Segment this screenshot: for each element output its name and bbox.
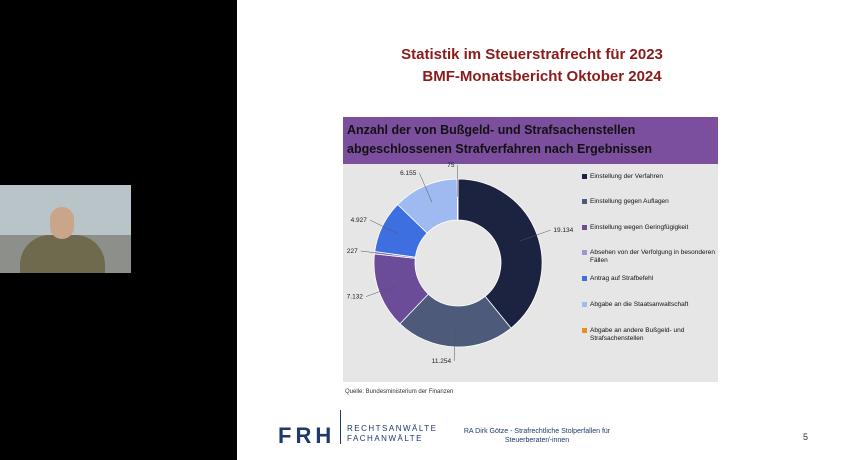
slide-title: BMF-Monatsbericht Oktober 2024 [422, 68, 662, 85]
legend-swatch [582, 250, 587, 255]
donut-segment [457, 178, 543, 329]
legend-swatch [582, 328, 587, 333]
legend-label: Antrag auf Strafbefehl [590, 275, 654, 282]
chart-title: Anzahl der von Bußgeld- und Strafsachens… [343, 117, 718, 164]
data-label: 4.927 [351, 217, 368, 224]
data-label: 75 [447, 162, 455, 169]
data-label: 19.134 [553, 227, 573, 234]
footer-text: Steuerberater/-innen [504, 437, 570, 444]
legend-label: Einstellung der Verfahren [590, 173, 663, 180]
legend-label: Absehen von der Verfolgung in besonderen… [590, 249, 716, 264]
legend-item: Antrag auf Strafbefehl [582, 275, 718, 283]
logo: FRH [278, 423, 336, 448]
legend-label: Abgabe an andere Bußgeld- und Strafsache… [590, 327, 685, 342]
legend-label: Einstellung wegen Geringfügigkeit [590, 224, 689, 231]
legend-item: Einstellung der Verfahren [582, 173, 718, 181]
data-label: 6.155 [400, 170, 417, 177]
leader-line [365, 285, 397, 297]
leader-line [453, 328, 456, 361]
footer-text: RA Dirk Götze - Strafrechtliche Stolperf… [463, 428, 611, 435]
legend-label: Abgabe an die Staatsanwaltschaft [590, 301, 689, 308]
data-label: 227 [347, 248, 358, 255]
logo-divider [340, 410, 341, 444]
logo-text: RECHTSANWÄLTE [347, 424, 438, 433]
legend-item: Einstellung gegen Auflagen [582, 198, 718, 206]
leader-line [360, 250, 393, 256]
leader-line [369, 219, 399, 235]
person-body [20, 235, 105, 273]
legend-swatch [582, 276, 587, 281]
legend-swatch [582, 174, 587, 179]
legend-item: Abgabe an die Staatsanwaltschaft [582, 301, 718, 309]
legend-item: Einstellung wegen Geringfügigkeit [582, 224, 718, 232]
legend-label: Einstellung gegen Auflagen [590, 198, 669, 205]
legend-swatch [582, 302, 587, 307]
webcam [0, 185, 131, 273]
legend-swatch [582, 199, 587, 204]
person-head [50, 207, 74, 239]
logo-text: FACHANWÄLTE [347, 434, 423, 443]
legend-item: Abgabe an andere Bußgeld- und Strafsache… [582, 327, 718, 343]
legend-swatch [582, 225, 587, 230]
legend-item: Absehen von der Verfolgung in besonderen… [582, 249, 718, 265]
data-label: 7.132 [347, 294, 364, 301]
source: Quelle: Bundesministerium der Finanzen [345, 389, 454, 395]
page-number: 5 [803, 432, 809, 442]
leader-line [520, 229, 551, 242]
leader-line [419, 172, 433, 203]
data-label: 11.254 [432, 358, 452, 365]
slide-title: Statistik im Steuerstrafrecht für 2023 [401, 46, 663, 63]
